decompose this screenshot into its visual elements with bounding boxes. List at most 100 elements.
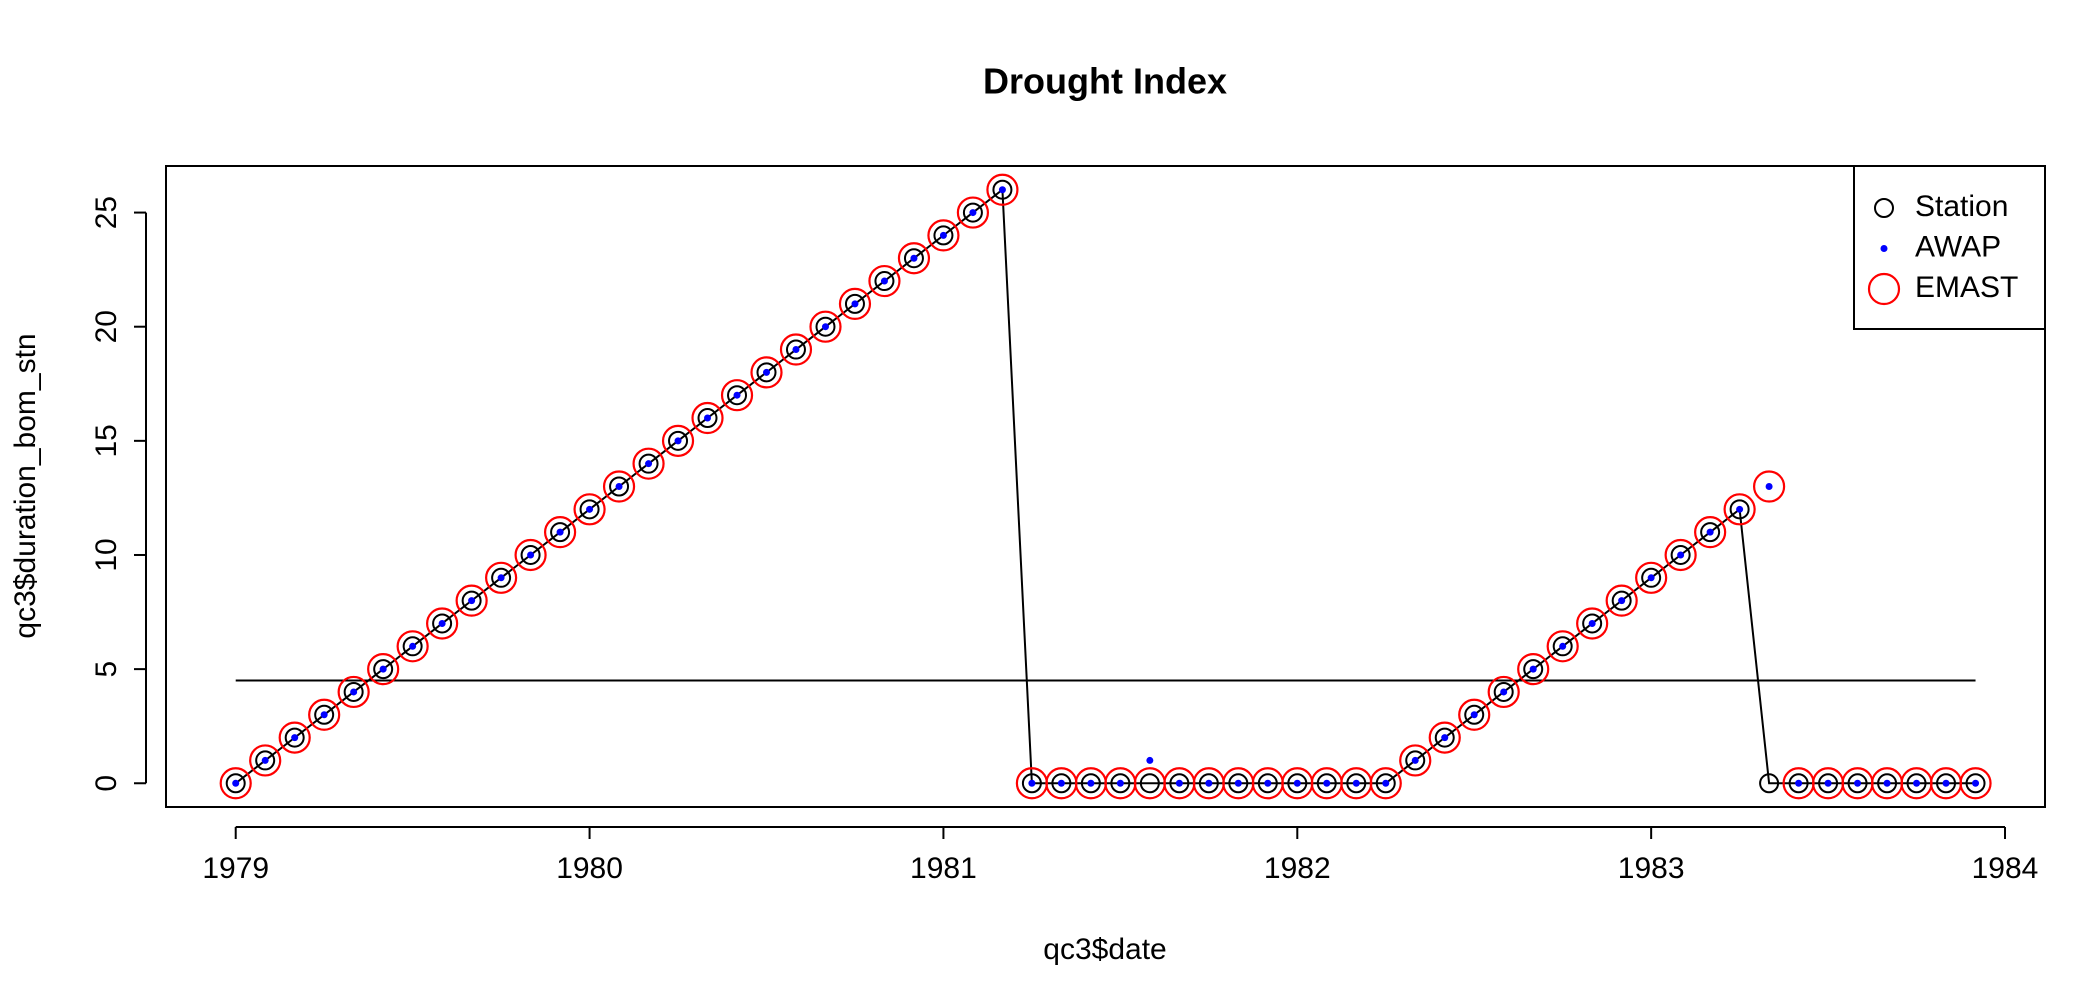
- data-point: [1736, 505, 1744, 513]
- legend-label: Station: [1915, 190, 2008, 223]
- data-point: [1139, 773, 1160, 794]
- data-point: [1523, 659, 1544, 680]
- data-point: [396, 630, 429, 663]
- data-point: [249, 744, 282, 777]
- data-point: [962, 202, 983, 223]
- data-point: [939, 231, 947, 239]
- data-point: [1824, 779, 1832, 787]
- data-point: [1021, 773, 1042, 794]
- data-point: [638, 453, 659, 474]
- data-point: [792, 346, 800, 354]
- y-tick-label: 0: [90, 775, 123, 792]
- data-point: [704, 414, 712, 422]
- legend-label: AWAP: [1915, 230, 2001, 263]
- data-point: [1346, 773, 1367, 794]
- data-point: [373, 659, 394, 680]
- data-point: [514, 538, 547, 572]
- data-point: [674, 437, 682, 445]
- data-point: [756, 362, 777, 383]
- data-point: [1323, 779, 1331, 787]
- data-point: [261, 756, 269, 764]
- data-point: [461, 590, 482, 611]
- data-point: [821, 323, 829, 331]
- data-point: [1611, 590, 1632, 611]
- data-point: [1582, 613, 1603, 634]
- data-point: [697, 408, 718, 429]
- data-point: [969, 209, 977, 217]
- y-tick-label: 15: [90, 424, 123, 457]
- data-point: [1434, 727, 1455, 748]
- data-point: [1517, 653, 1550, 686]
- data-point: [903, 248, 924, 269]
- data-point: [1316, 773, 1337, 794]
- y-axis-label: qc3$duration_bom_stn: [9, 333, 42, 638]
- data-point: [1677, 551, 1685, 559]
- data-point: [1228, 773, 1249, 794]
- data-point: [998, 186, 1006, 194]
- data-point: [232, 779, 240, 787]
- data-point: [1369, 767, 1402, 800]
- data-point: [851, 300, 859, 308]
- data-point: [1972, 779, 1980, 787]
- data-point: [1965, 773, 1986, 794]
- data-point: [1257, 773, 1278, 794]
- data-point: [1264, 779, 1272, 787]
- data-point: [1146, 756, 1154, 764]
- data-point: [1116, 779, 1124, 787]
- data-point: [868, 264, 901, 298]
- data-point: [668, 430, 689, 451]
- data-point: [1428, 721, 1461, 754]
- y-tick-label: 25: [90, 196, 123, 229]
- data-point: [727, 385, 748, 406]
- data-point: [615, 483, 623, 490]
- data-point: [779, 333, 813, 366]
- data-point: [543, 516, 577, 549]
- data-point: [910, 254, 918, 262]
- y-tick-label: 20: [90, 310, 123, 343]
- data-point: [1352, 779, 1360, 787]
- data-point: [661, 424, 695, 457]
- data-point: [219, 767, 252, 800]
- data-point: [838, 287, 872, 320]
- data-point: [1493, 681, 1514, 702]
- data-point: [986, 173, 1019, 206]
- data-point: [1788, 773, 1809, 794]
- data-point: [1664, 538, 1697, 572]
- data-point: [809, 310, 842, 343]
- data-point: [278, 721, 311, 754]
- data-point: [691, 401, 724, 435]
- data-point: [1487, 675, 1520, 709]
- data-point: [1287, 773, 1308, 794]
- data-point: [1942, 779, 1950, 787]
- data-point: [992, 179, 1013, 200]
- data-point: [880, 277, 888, 285]
- data-point: [426, 607, 459, 640]
- data-point: [1110, 773, 1131, 794]
- data-point: [733, 391, 741, 399]
- data-point: [927, 219, 960, 252]
- data-point: [1375, 773, 1396, 794]
- data-point: [255, 750, 276, 771]
- data-point: [933, 225, 954, 246]
- data-point: [527, 551, 535, 559]
- data-point: [556, 528, 564, 536]
- data-point: [1854, 779, 1862, 787]
- data-point: [402, 636, 423, 657]
- data-point: [1647, 574, 1655, 582]
- data-point: [438, 619, 446, 627]
- data-point: [291, 734, 299, 742]
- data-point: [1605, 584, 1638, 617]
- data-point: [1706, 528, 1714, 536]
- data-point: [1618, 597, 1626, 605]
- x-axis-label: qc3$date: [1043, 933, 1166, 966]
- data-point: [897, 242, 931, 275]
- data-point: [1080, 773, 1101, 794]
- data-point: [432, 613, 453, 634]
- data-point: [573, 493, 606, 526]
- data-point: [1752, 470, 1786, 503]
- data-point: [1529, 665, 1537, 673]
- data-point: [1700, 522, 1721, 543]
- data-point: [1028, 779, 1036, 787]
- data-point: [314, 704, 335, 725]
